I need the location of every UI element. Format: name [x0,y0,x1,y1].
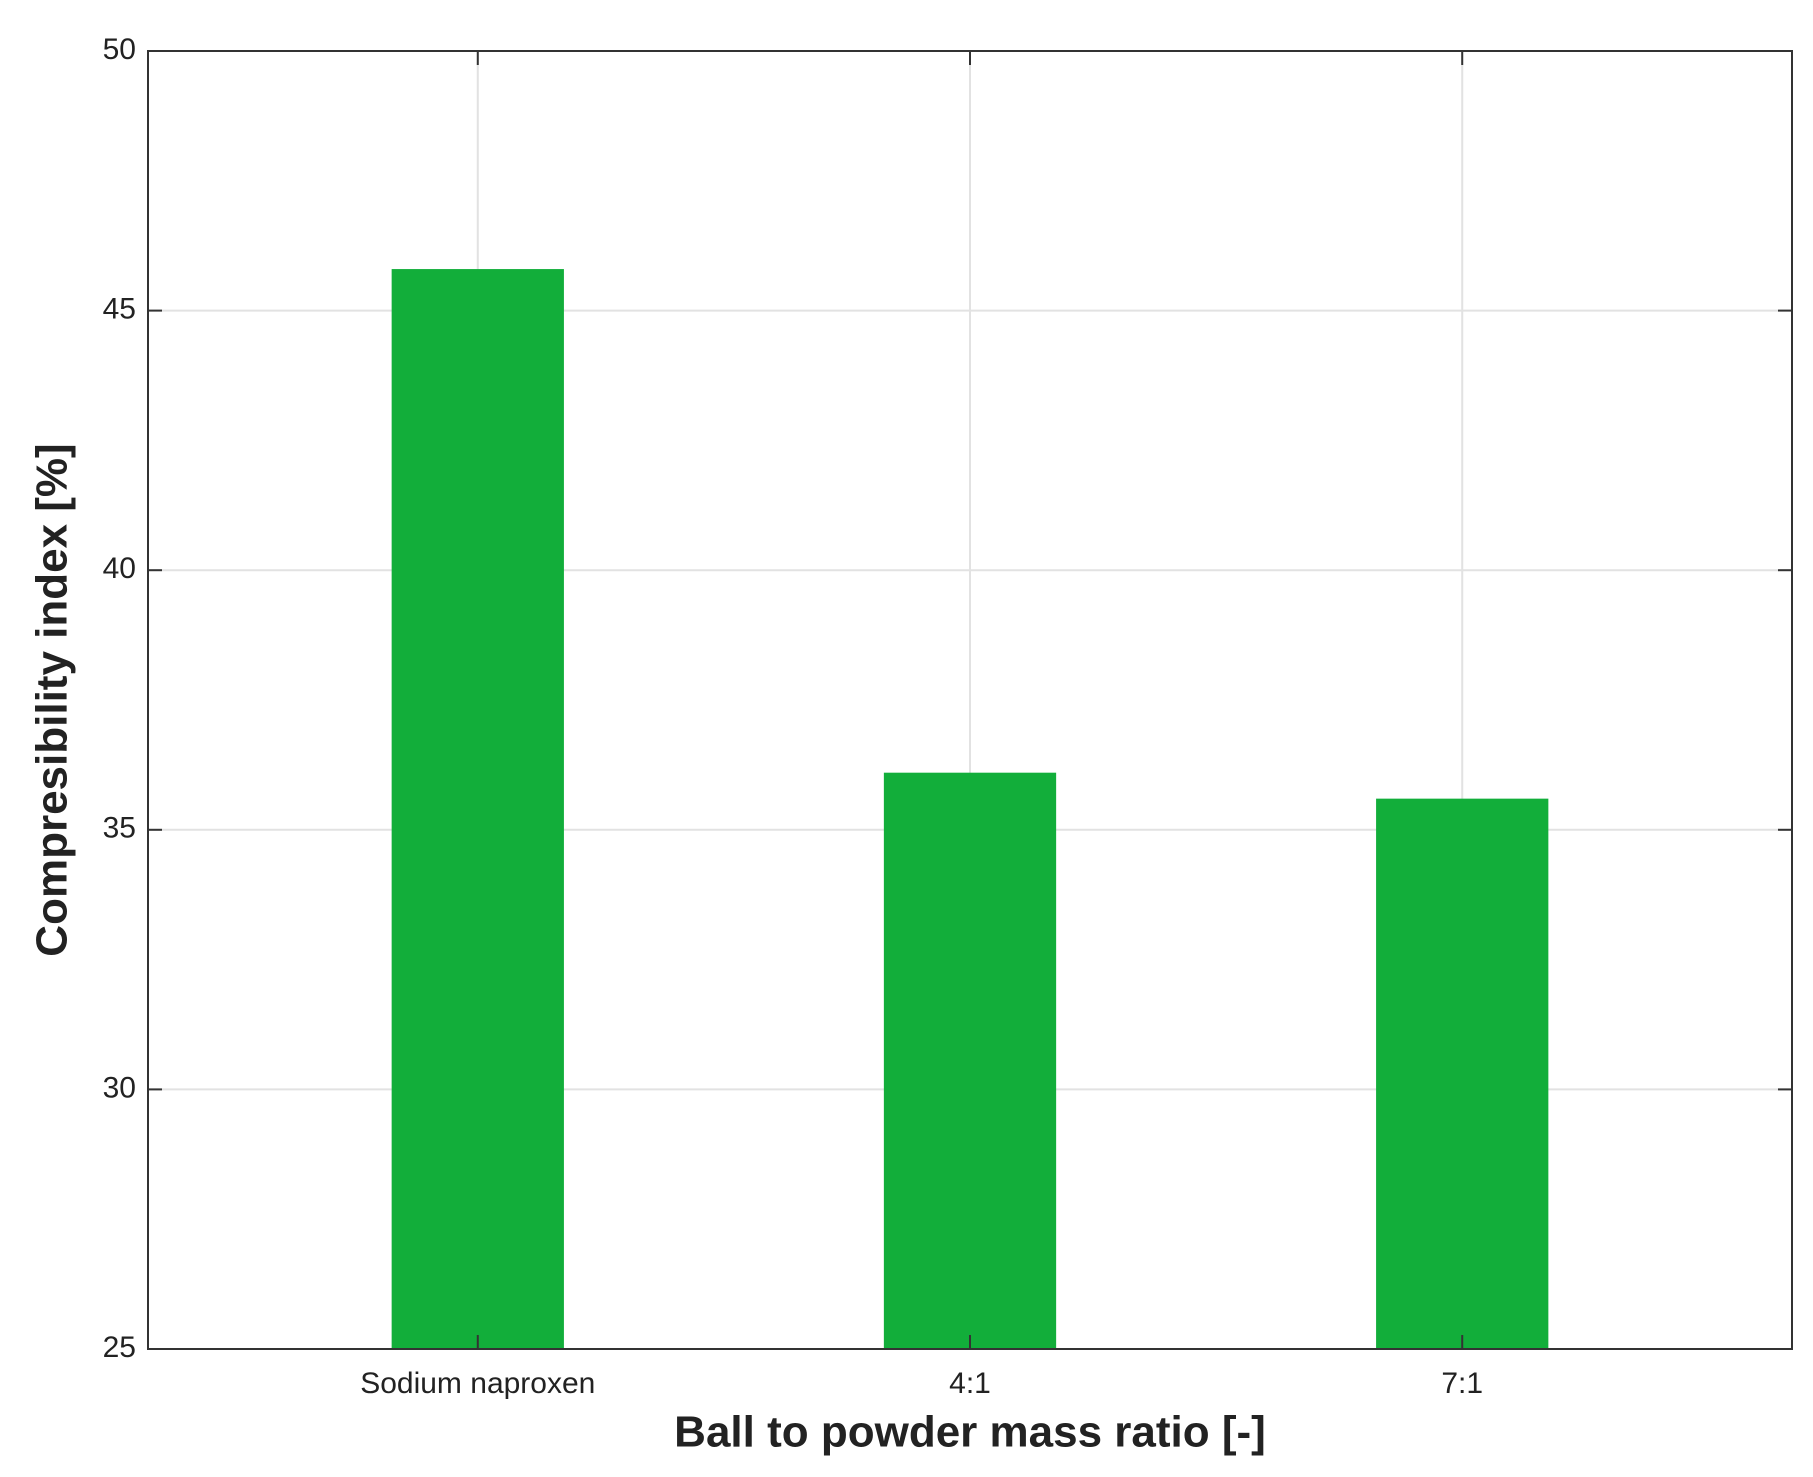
bar [1376,798,1549,1349]
y-axis-label: Compresibility index [%] [28,443,77,956]
x-tick-label: 4:1 [949,1367,991,1400]
y-tick-label: 35 [103,812,136,845]
bar [391,269,564,1350]
y-tick-label: 50 [103,33,136,66]
x-tick-label: Sodium naproxen [360,1367,595,1400]
bars [391,269,1549,1350]
x-tick-label: 7:1 [1441,1367,1483,1400]
y-tick-label: 45 [103,293,136,326]
bar [883,772,1057,1349]
y-tick-label: 30 [103,1071,136,1104]
y-tick-label: 40 [103,552,136,585]
y-tick-label: 25 [103,1331,136,1364]
x-axis-label: Ball to powder mass ratio [-] [674,1408,1266,1457]
